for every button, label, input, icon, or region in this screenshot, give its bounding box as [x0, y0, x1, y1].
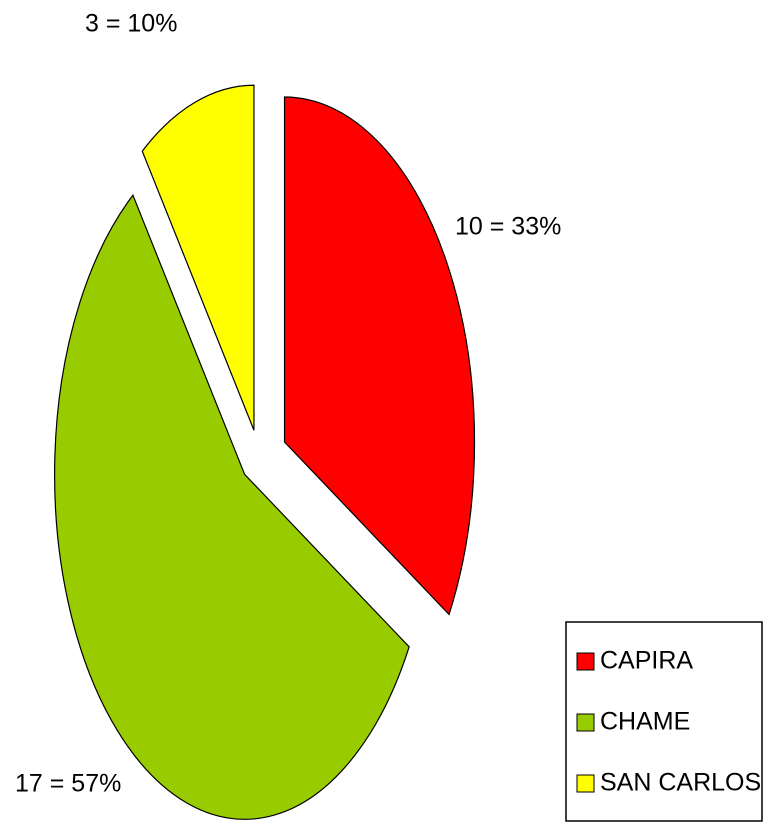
legend-label: CHAME: [600, 708, 690, 736]
data-label: 17 = 57%: [15, 770, 121, 798]
data-label: 10 = 33%: [455, 213, 561, 241]
data-label: 3 = 10%: [85, 10, 177, 38]
legend-box: [565, 621, 763, 822]
legend-label: SAN CARLOS: [600, 769, 761, 797]
legend-label: CAPIRA: [600, 647, 693, 675]
pie-slice: [283, 96, 476, 616]
pie-slice: [141, 84, 255, 431]
legend-swatch: [576, 652, 595, 671]
legend-swatch: [576, 774, 595, 793]
legend-swatch: [576, 713, 595, 732]
pie-slice: [54, 194, 410, 820]
